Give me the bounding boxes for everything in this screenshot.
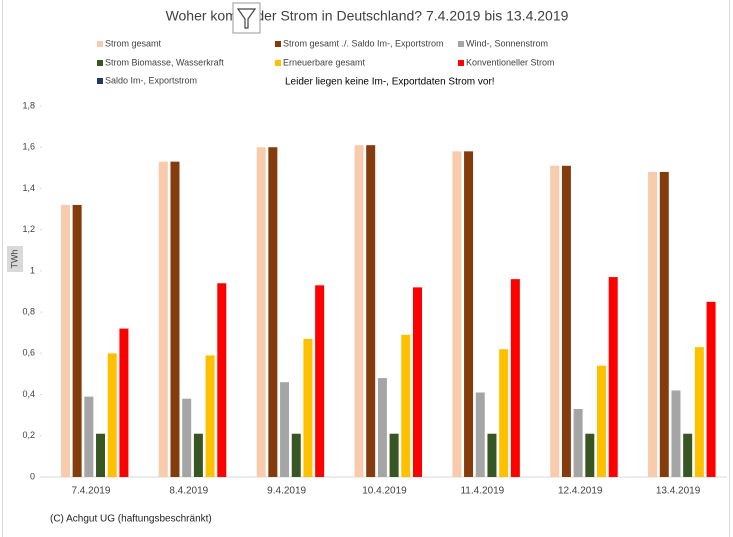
legend-swatch <box>275 41 281 47</box>
bar <box>377 378 387 477</box>
bar <box>706 301 716 477</box>
legend-swatch <box>458 60 464 66</box>
funnel <box>236 8 257 29</box>
bar <box>315 285 325 477</box>
bar <box>487 433 497 477</box>
x-tick-label: 13.4.2019 <box>656 486 701 497</box>
y-tick-label: 1 <box>30 265 35 275</box>
bar <box>452 151 462 477</box>
chart-title: Woher kommt der Strom in Deutschland? 7.… <box>166 8 569 24</box>
bar <box>170 161 180 477</box>
bar <box>280 382 290 477</box>
legend-label: Strom Biomasse, Wasserkraft <box>105 57 224 67</box>
bar <box>694 347 704 477</box>
bar <box>550 165 560 477</box>
annotation: Leider liegen keine Im-, Exportdaten Str… <box>285 77 495 88</box>
bar <box>648 171 658 477</box>
bar <box>354 145 364 477</box>
bar <box>510 279 520 477</box>
bar <box>608 277 618 477</box>
bar <box>366 145 376 477</box>
bar <box>671 390 681 477</box>
legend-swatch <box>458 41 464 47</box>
bar <box>561 165 571 477</box>
bar <box>84 396 94 477</box>
legend-swatch <box>97 41 103 47</box>
bar <box>72 204 82 477</box>
bar <box>291 433 301 477</box>
y-tick-label: 0,4 <box>22 389 35 399</box>
bar <box>268 147 278 477</box>
legend-label: Strom gesamt ./. Saldo Im-, Exportstrom <box>283 38 444 48</box>
x-tick-label: 7.4.2019 <box>71 486 110 497</box>
bar <box>683 433 693 477</box>
x-tick-label: 8.4.2019 <box>169 486 208 497</box>
bar <box>401 334 411 477</box>
bar <box>597 365 607 477</box>
bar <box>573 408 583 477</box>
bar <box>659 171 669 477</box>
bar <box>158 161 168 477</box>
bar <box>464 151 474 477</box>
y-tick-label: 1,8 <box>22 100 35 110</box>
y-tick-label: 0,8 <box>22 306 35 316</box>
bar <box>107 353 117 477</box>
footnote: (C) Achgut UG (haftungsbeschränkt) <box>50 514 212 525</box>
bar <box>217 283 227 477</box>
bar <box>413 287 422 477</box>
bar <box>182 398 192 477</box>
bar <box>303 338 313 477</box>
y-tick-label: 0 <box>30 471 35 481</box>
legend-label: Erneuerbare gesamt <box>283 57 366 67</box>
bar <box>205 355 215 477</box>
bar <box>389 433 399 477</box>
bar <box>96 433 106 477</box>
bar <box>499 349 509 477</box>
bar <box>256 147 266 477</box>
y-label-box <box>7 246 23 272</box>
y-axis-label: TWh <box>9 250 19 269</box>
legend-label: Wind-, Sonnenstrom <box>466 38 548 48</box>
y-tick-label: 1,6 <box>22 142 35 152</box>
x-tick-label: 9.4.2019 <box>267 486 306 497</box>
x-tick-label: 10.4.2019 <box>362 486 407 497</box>
bar <box>193 433 203 477</box>
legend-swatch <box>97 60 103 66</box>
legend-label: Strom gesamt <box>105 38 162 48</box>
bar <box>475 392 485 477</box>
legend-swatch <box>97 78 103 84</box>
bar <box>585 433 595 477</box>
bar <box>119 328 129 477</box>
y-tick-label: 1,4 <box>22 183 35 193</box>
y-tick-label: 1,2 <box>22 224 35 234</box>
legend-label: Konventioneller Strom <box>466 57 555 67</box>
y-tick-label: 0,2 <box>22 430 35 440</box>
legend-swatch <box>275 60 281 66</box>
bar <box>60 204 70 477</box>
y-tick-label: 0,6 <box>22 348 35 358</box>
x-tick-label: 12.4.2019 <box>558 486 603 497</box>
legend-label: Saldo Im-, Exportstrom <box>105 75 197 85</box>
filter-icon[interactable] <box>232 2 261 34</box>
x-tick-label: 11.4.2019 <box>460 486 504 497</box>
